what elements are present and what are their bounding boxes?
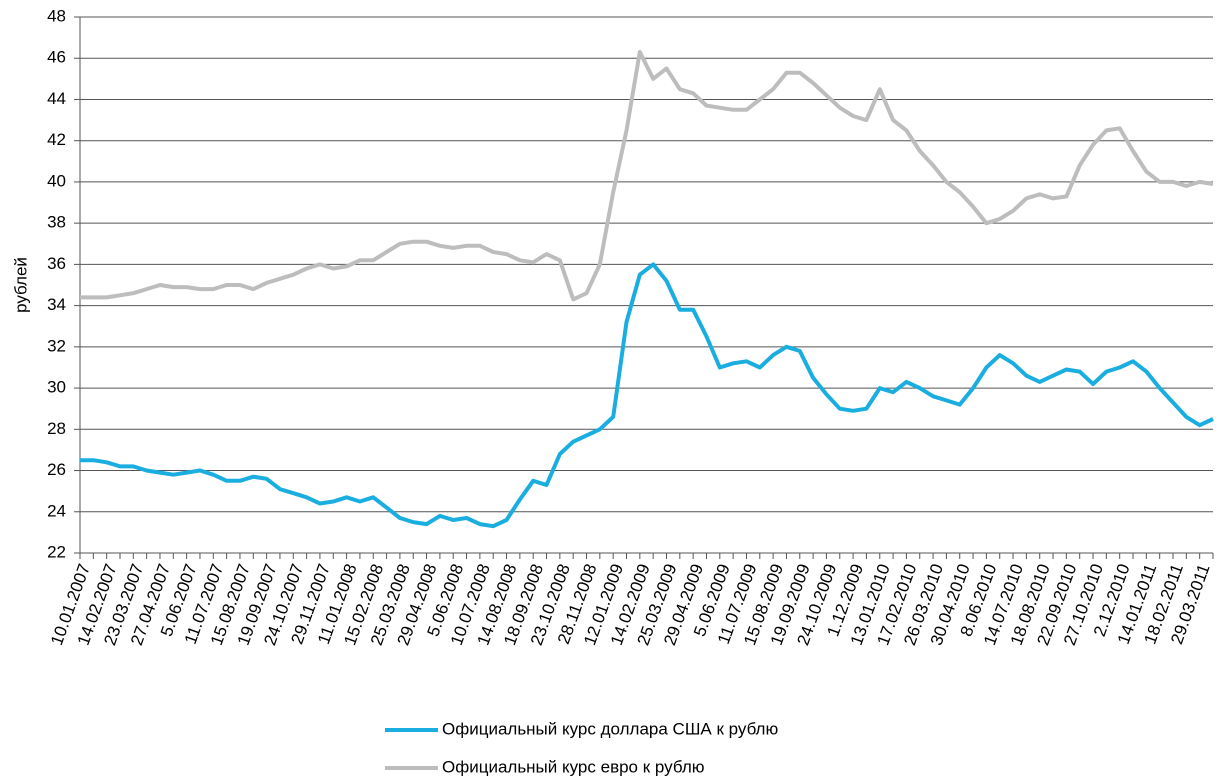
y-tick-label: 42 (47, 130, 66, 149)
legend-label: Официальный курс евро к рублю (442, 757, 705, 776)
y-tick-label: 38 (47, 213, 66, 232)
y-axis-label: рублей (11, 257, 30, 313)
y-tick-label: 30 (47, 378, 66, 397)
legend-label: Официальный курс доллара США к рублю (442, 719, 778, 738)
y-tick-label: 34 (47, 295, 66, 314)
y-tick-label: 26 (47, 460, 66, 479)
y-tick-label: 44 (47, 89, 66, 108)
y-tick-label: 28 (47, 419, 66, 438)
series-line (80, 50, 1214, 302)
series-line (80, 262, 1214, 529)
y-tick-label: 48 (47, 6, 66, 25)
y-tick-label: 36 (47, 254, 66, 273)
y-tick-label: 24 (47, 501, 66, 520)
y-tick-label: 22 (47, 542, 66, 561)
y-tick-label: 46 (47, 48, 66, 67)
y-tick-label: 40 (47, 171, 66, 190)
y-tick-label: 32 (47, 336, 66, 355)
